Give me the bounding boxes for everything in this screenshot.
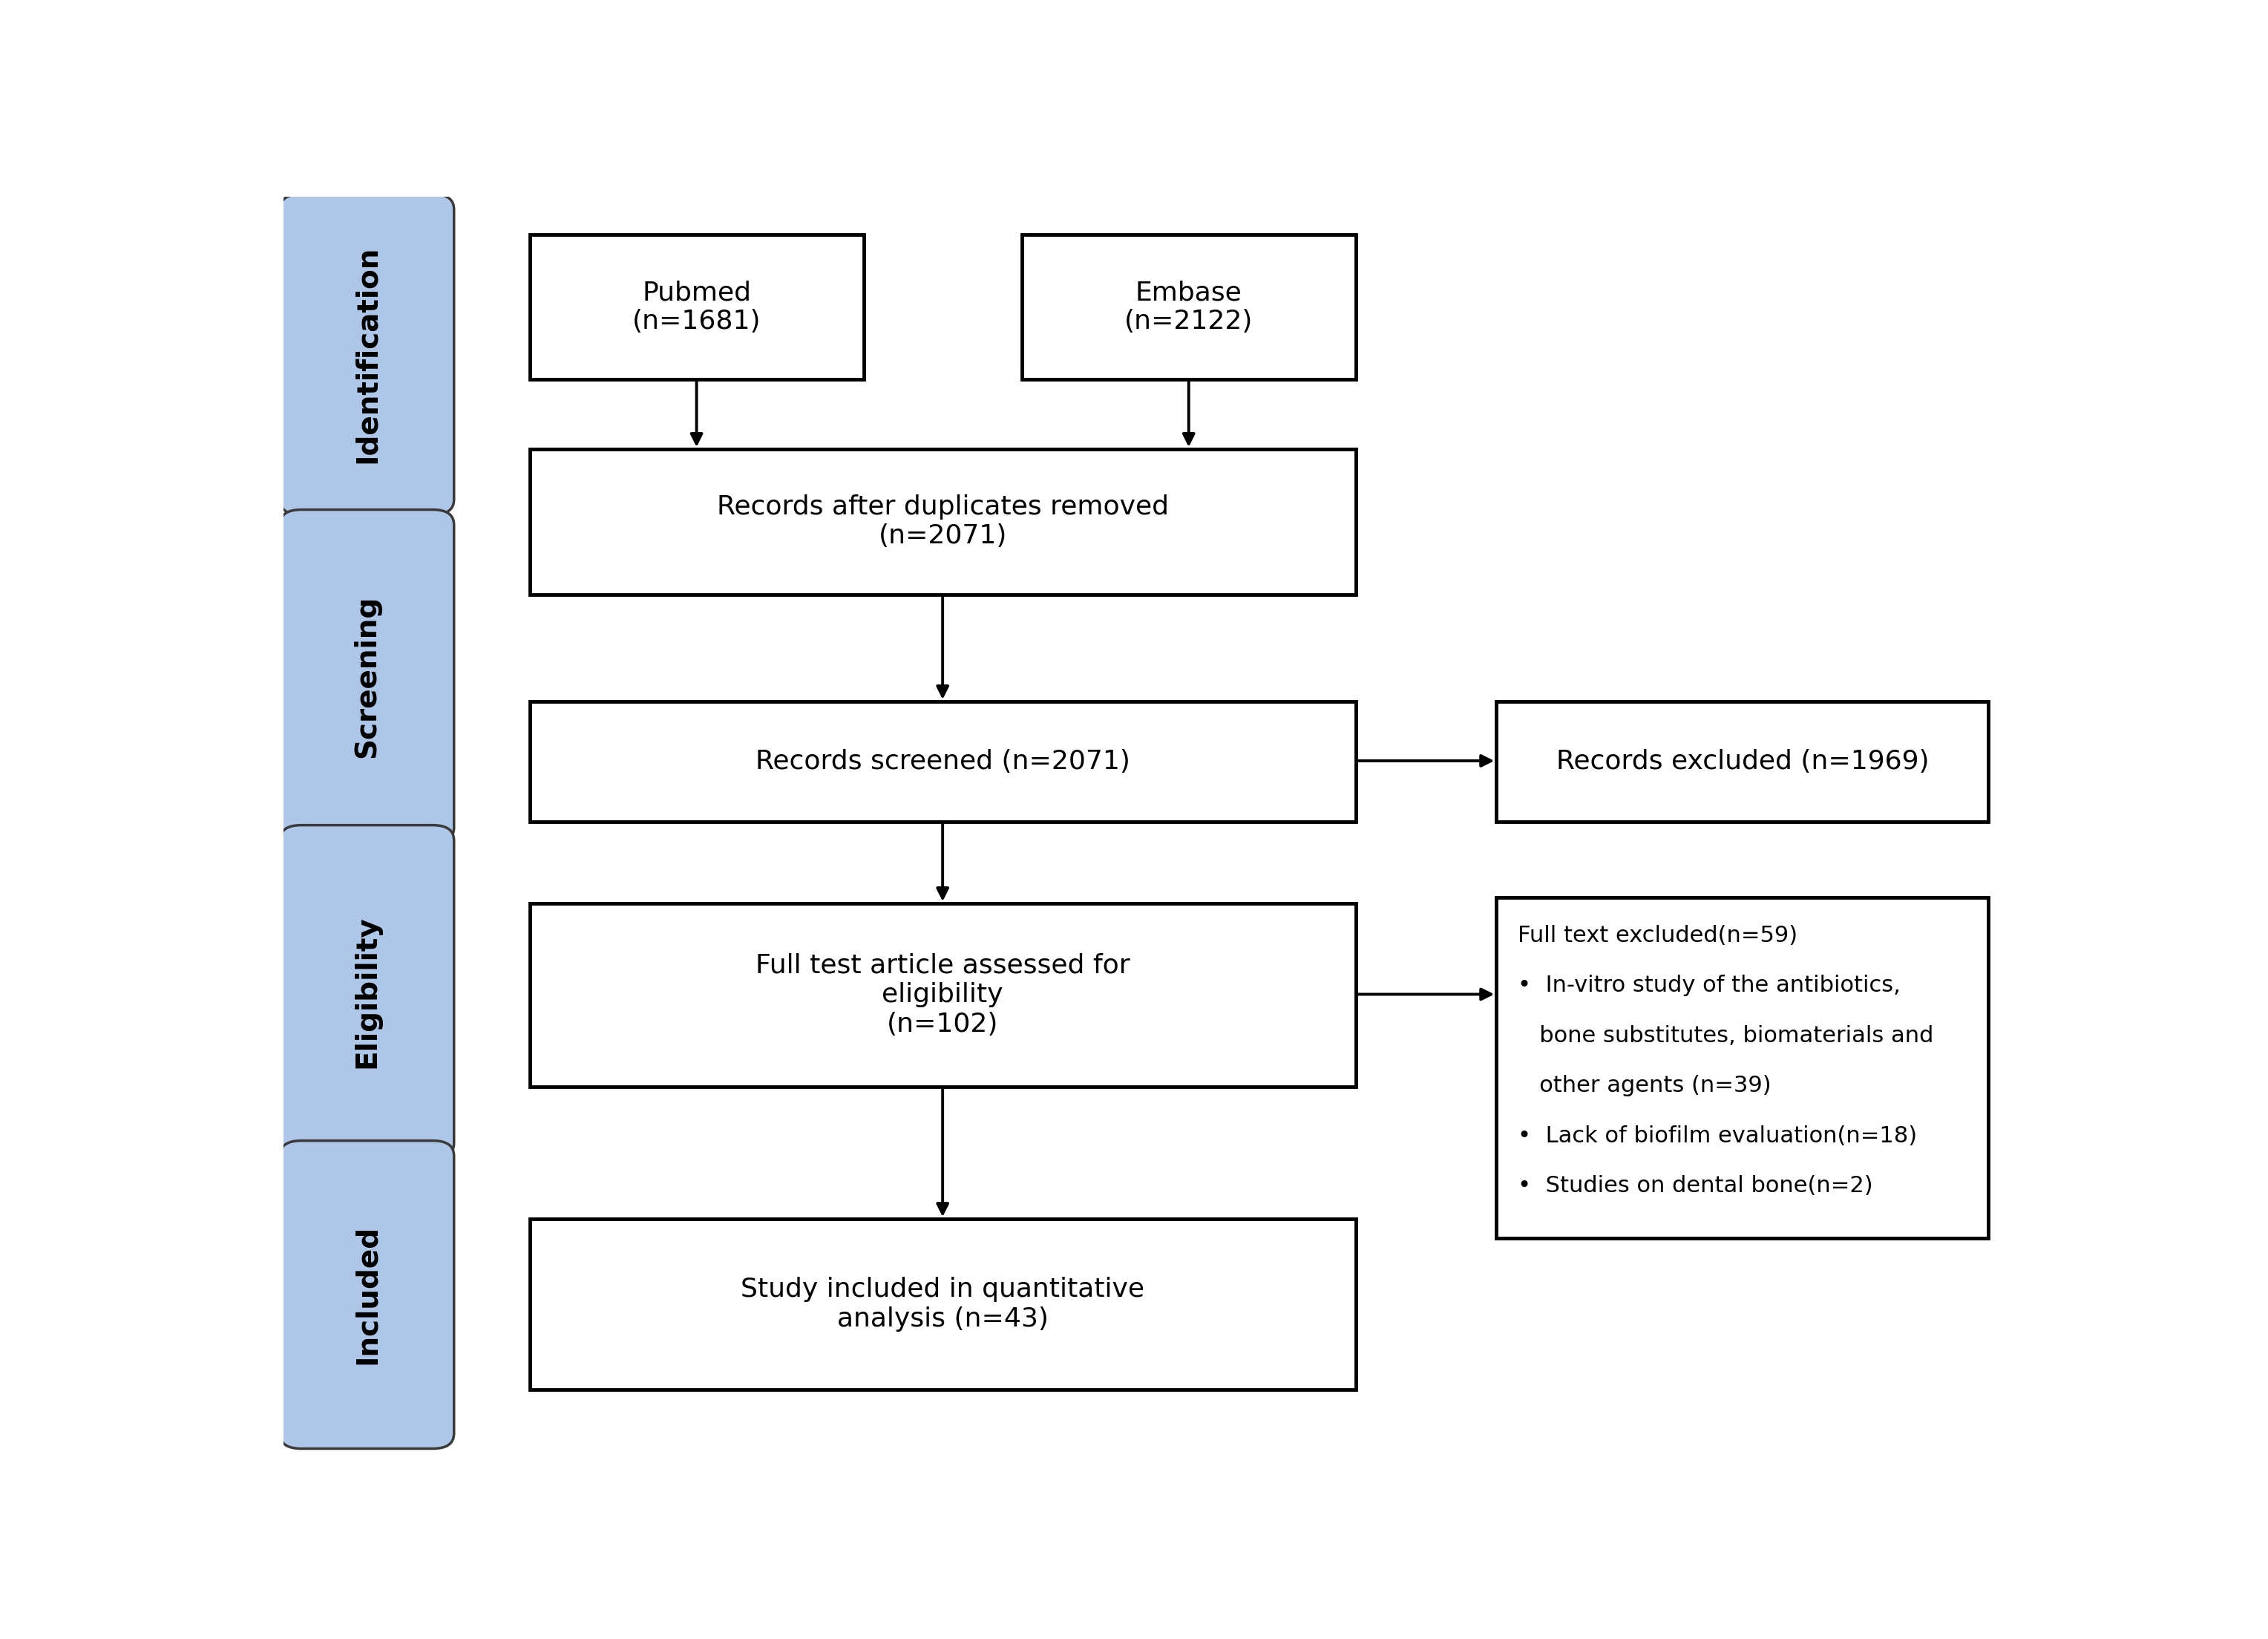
Text: Full test article assessed for
eligibility
(n=102): Full test article assessed for eligibili…	[755, 952, 1129, 1037]
Bar	[531, 449, 1356, 595]
FancyBboxPatch shape	[279, 1141, 454, 1449]
Text: Identification: Identification	[354, 246, 381, 464]
Bar	[1023, 234, 1356, 380]
Bar	[531, 1219, 1356, 1390]
FancyBboxPatch shape	[279, 510, 454, 842]
Text: other agents (n=39): other agents (n=39)	[1517, 1075, 1771, 1096]
FancyBboxPatch shape	[279, 193, 454, 515]
Bar	[1497, 897, 1989, 1237]
Bar	[1497, 701, 1989, 821]
Text: •  In-vitro study of the antibiotics,: • In-vitro study of the antibiotics,	[1517, 975, 1901, 997]
Text: Study included in quantitative
analysis (n=43): Study included in quantitative analysis …	[742, 1277, 1145, 1331]
Text: Eligibility: Eligibility	[354, 916, 381, 1069]
Text: Records after duplicates removed
(n=2071): Records after duplicates removed (n=2071…	[717, 495, 1168, 549]
Text: •  Studies on dental bone(n=2): • Studies on dental bone(n=2)	[1517, 1175, 1873, 1196]
Text: •  Lack of biofilm evaluation(n=18): • Lack of biofilm evaluation(n=18)	[1517, 1124, 1916, 1147]
Bar	[531, 234, 864, 380]
Bar	[531, 701, 1356, 821]
Text: Embase
(n=2122): Embase (n=2122)	[1125, 280, 1252, 334]
Text: Full text excluded(n=59): Full text excluded(n=59)	[1517, 924, 1796, 946]
Text: Screening: Screening	[354, 595, 381, 757]
Text: Records screened (n=2071): Records screened (n=2071)	[755, 749, 1129, 774]
Text: Pubmed
(n=1681): Pubmed (n=1681)	[633, 280, 762, 334]
Text: bone substitutes, biomaterials and: bone substitutes, biomaterials and	[1517, 1024, 1932, 1046]
Text: Records excluded (n=1969): Records excluded (n=1969)	[1556, 749, 1928, 774]
Bar	[531, 903, 1356, 1087]
FancyBboxPatch shape	[279, 824, 454, 1159]
Text: Included: Included	[354, 1224, 381, 1365]
